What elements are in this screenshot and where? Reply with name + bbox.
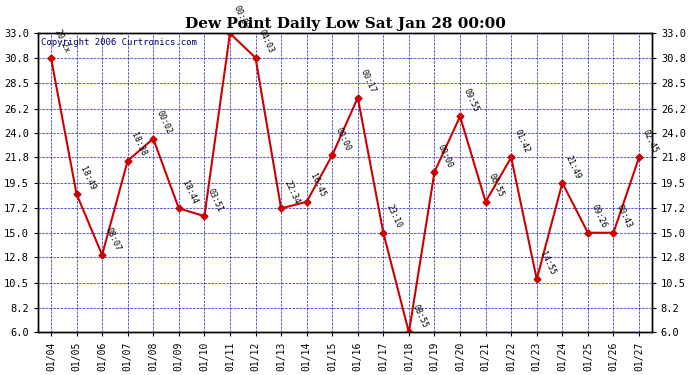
Text: 20:2x: 20:2x — [52, 28, 71, 55]
Text: 00:00: 00:00 — [333, 126, 353, 153]
Text: 08:55: 08:55 — [411, 303, 429, 330]
Text: 18:44: 18:44 — [180, 179, 199, 206]
Text: 00:43: 00:43 — [615, 204, 633, 230]
Text: 02:45: 02:45 — [640, 128, 659, 154]
Text: 23:10: 23:10 — [385, 204, 404, 230]
Text: 08:07: 08:07 — [104, 226, 122, 252]
Text: 00:00: 00:00 — [231, 4, 250, 31]
Title: Dew Point Daily Low Sat Jan 28 00:00: Dew Point Daily Low Sat Jan 28 00:00 — [184, 17, 506, 31]
Text: 00:00: 00:00 — [436, 142, 455, 169]
Text: 18:38: 18:38 — [129, 132, 148, 158]
Text: Copyright 2006 Curtronics.com: Copyright 2006 Curtronics.com — [41, 38, 197, 47]
Text: 01:42: 01:42 — [513, 128, 531, 154]
Text: 18:49: 18:49 — [78, 165, 97, 191]
Text: 09:55: 09:55 — [462, 87, 480, 114]
Text: 22:34: 22:34 — [282, 179, 302, 206]
Text: 09:26: 09:26 — [589, 204, 608, 230]
Text: 16:45: 16:45 — [308, 172, 327, 199]
Text: 04:03: 04:03 — [257, 28, 275, 55]
Text: 14:55: 14:55 — [538, 250, 557, 276]
Text: 00:02: 00:02 — [155, 110, 173, 136]
Text: 00:17: 00:17 — [359, 68, 378, 95]
Text: 21:49: 21:49 — [564, 154, 582, 180]
Text: 06:55: 06:55 — [487, 172, 506, 199]
Text: 03:51: 03:51 — [206, 187, 224, 213]
